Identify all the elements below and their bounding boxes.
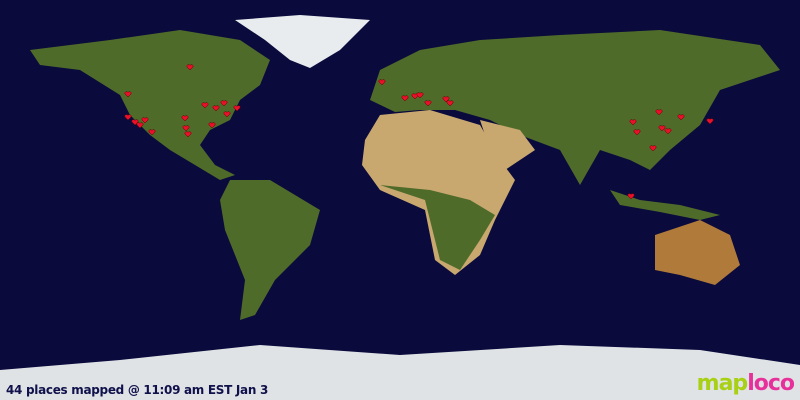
heart-marker-icon[interactable] — [181, 115, 189, 122]
heart-marker-icon[interactable] — [416, 92, 424, 99]
arabia — [480, 120, 535, 170]
africa-south — [380, 185, 495, 270]
heart-marker-icon[interactable] — [136, 122, 144, 129]
heart-marker-icon[interactable] — [378, 79, 386, 86]
heart-marker-icon[interactable] — [131, 119, 139, 126]
heart-marker-icon[interactable] — [424, 100, 432, 107]
maploco-logo[interactable]: maploco — [696, 371, 795, 396]
heart-marker-icon[interactable] — [664, 128, 672, 135]
continents — [0, 15, 800, 400]
heart-marker-icon[interactable] — [627, 193, 635, 200]
heart-marker-icon[interactable] — [186, 64, 194, 71]
heart-marker-icon[interactable] — [633, 129, 641, 136]
heart-marker-icon[interactable] — [658, 125, 666, 132]
heart-marker-icon[interactable] — [148, 129, 156, 136]
heart-marker-icon[interactable] — [442, 96, 450, 103]
south-america — [220, 180, 320, 320]
heart-marker-icon[interactable] — [401, 95, 409, 102]
heart-marker-icon[interactable] — [220, 100, 228, 107]
heart-marker-icon[interactable] — [233, 105, 241, 112]
heart-marker-icon[interactable] — [124, 114, 132, 121]
antarctica — [0, 345, 800, 400]
heart-marker-icon[interactable] — [446, 100, 454, 107]
heart-marker-icon[interactable] — [182, 125, 190, 132]
place-markers — [124, 64, 714, 200]
heart-marker-icon[interactable] — [649, 145, 657, 152]
heart-marker-icon[interactable] — [208, 122, 216, 129]
places-mapped-caption: 44 places mapped @ 11:09 am EST Jan 3 — [6, 383, 269, 397]
europe-asia — [370, 30, 780, 185]
heart-marker-icon[interactable] — [655, 109, 663, 116]
heart-marker-icon[interactable] — [212, 105, 220, 112]
heart-marker-icon[interactable] — [141, 117, 149, 124]
heart-marker-icon[interactable] — [201, 102, 209, 109]
heart-marker-icon[interactable] — [184, 131, 192, 138]
australia — [655, 220, 740, 285]
heart-marker-icon[interactable] — [706, 118, 714, 125]
greenland — [235, 15, 370, 68]
indonesia — [610, 190, 720, 220]
heart-marker-icon[interactable] — [677, 114, 685, 121]
heart-marker-icon[interactable] — [629, 119, 637, 126]
north-america — [30, 30, 270, 180]
heart-marker-icon[interactable] — [223, 111, 231, 118]
heart-marker-icon[interactable] — [124, 91, 132, 98]
